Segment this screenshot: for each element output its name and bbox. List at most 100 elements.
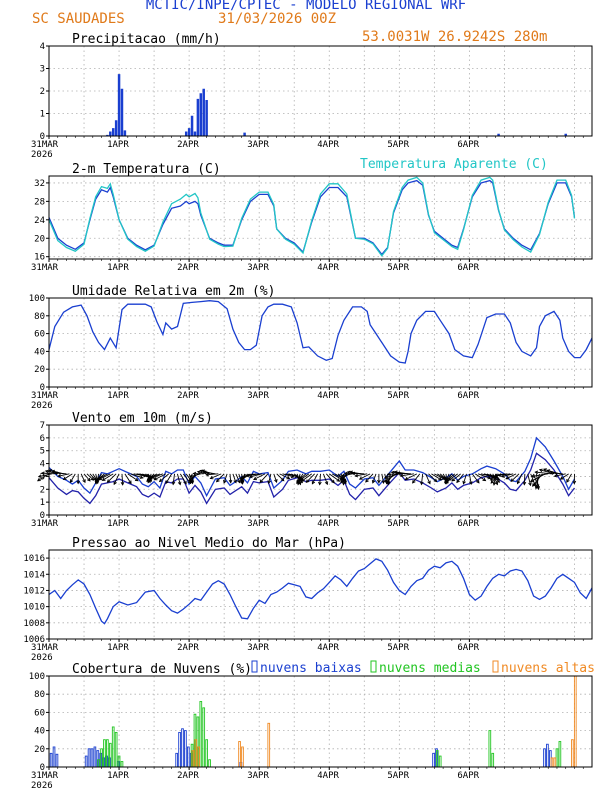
clouds-ytick-label: 60 [34, 708, 45, 718]
wind-vector [372, 473, 377, 484]
wind-vector [448, 473, 458, 481]
wind-arrowhead [113, 481, 117, 486]
wind-arrowhead [559, 476, 564, 480]
wind-vector [298, 473, 310, 482]
wind-arrowhead [419, 481, 424, 486]
station-coordinates: 53.0031W 26.9242S 280m [362, 29, 548, 45]
wind-vector [535, 473, 540, 489]
wind-vector [505, 473, 517, 480]
wind-arrowhead [237, 479, 241, 484]
clouds-bar-nuvens-medias [111, 726, 115, 768]
wind-arrowhead [240, 475, 244, 480]
wind-arrowhead [245, 473, 250, 478]
wind-arrowhead [192, 471, 197, 476]
wind-ytick-label: 3 [40, 472, 45, 482]
wind-vector [523, 473, 526, 485]
temp-frame [48, 175, 593, 260]
wind-arrowhead [40, 471, 45, 476]
wind-arrowhead [538, 468, 543, 473]
clouds-xtick-label: 31MAR [31, 771, 59, 781]
wind-vector [38, 473, 53, 478]
clouds-xtick-label: 2APR [177, 771, 199, 781]
wind-arrowhead [542, 468, 547, 472]
clouds-bar-nuvens-baixas [187, 746, 190, 768]
wind-vector [96, 473, 108, 481]
wind-arrowhead [336, 478, 341, 482]
precip-xtick-label: 31MAR [31, 140, 59, 150]
clouds-xtick-label: 4APR [317, 771, 339, 781]
clouds-bar-nuvens-altas [573, 675, 577, 768]
wind-vector [400, 473, 414, 477]
precip-ytick-label: 2 [40, 87, 45, 97]
wind-arrowhead [259, 479, 264, 484]
wind-arrowhead [44, 469, 49, 474]
wind-vector [89, 473, 97, 481]
wind-vector [566, 473, 572, 483]
wind-arrowhead [534, 485, 539, 490]
wind-vector [165, 473, 173, 484]
temp-xtick-label: 3APR [247, 263, 269, 273]
wind-xtick-label: 1APR [107, 519, 129, 529]
wind-vector [58, 473, 70, 477]
wind-vector [456, 473, 464, 483]
wind-vector [127, 473, 139, 482]
wind-arrowhead [412, 479, 416, 484]
precip-bar [202, 88, 205, 136]
wind-arrowhead [343, 471, 348, 476]
wind-vector [550, 472, 563, 475]
clouds-bar-nuvens-baixas [52, 746, 56, 768]
precip-bar [187, 128, 191, 136]
wind-arrowhead [340, 479, 344, 484]
clouds-bar-nuvens-medias [438, 755, 442, 768]
wind-arrowhead [529, 478, 534, 483]
clouds-bar-nuvens-baixas [49, 752, 53, 768]
rh-xtick-label: 4APR [317, 391, 339, 401]
wind-vector [210, 473, 222, 479]
wind-arrowhead [215, 478, 220, 483]
clouds-bar-nuvens-baixas [55, 753, 59, 768]
temp-xtick-label: 5APR [387, 263, 409, 273]
wind-arrowhead [500, 474, 505, 478]
wind-vector [425, 473, 431, 484]
wind-vector [451, 473, 461, 482]
wind-arrowhead [377, 479, 381, 484]
wind-arrowhead [158, 478, 163, 483]
rh-line-0 [48, 300, 593, 364]
wind-xtick-label: 31MAR [31, 519, 59, 529]
wind-vector [177, 473, 181, 485]
wind-arrowhead [381, 480, 385, 484]
temp-ytick-label: 24 [34, 216, 45, 226]
station-name: SC SAUDADES [32, 11, 125, 27]
wind-vector [151, 473, 164, 479]
wind-vector [268, 473, 272, 484]
clouds-legend-swatch [492, 660, 499, 673]
wind-vector [223, 473, 228, 484]
wind-vector [83, 473, 91, 482]
wind-title: Vento em 10m (m/s) [72, 411, 213, 426]
wind-arrowhead [196, 470, 201, 474]
wind-arrowhead [497, 473, 502, 477]
wind-arrowhead [298, 477, 302, 482]
wind-arrowhead [147, 476, 151, 480]
wind-vector [159, 473, 169, 482]
wind-arrowhead [94, 478, 99, 483]
precip-bar [106, 134, 109, 136]
wind-vector [69, 473, 76, 483]
wind-arrowhead [487, 475, 492, 480]
clouds-ytick-label: 20 [34, 745, 45, 755]
wind-arrowhead [448, 477, 452, 481]
precip-bar [193, 131, 197, 136]
wind-arrowhead [248, 474, 253, 479]
slp-title: Pressao ao Nivel Medio do Mar (hPa) [72, 536, 346, 551]
wind-arrowhead [188, 477, 193, 482]
clouds-bar-nuvens-medias [558, 741, 562, 768]
wind-arrowhead [444, 479, 448, 484]
wind-vector [405, 473, 418, 481]
wind-arrowhead [462, 480, 466, 485]
wind-arrowhead [120, 481, 125, 486]
slp-xtick-label: 2026 [31, 653, 53, 663]
precip-bar [199, 93, 203, 136]
clouds-legend-swatch [251, 660, 258, 673]
slp-ytick-label: 1016 [23, 554, 45, 564]
wind-ytick-label: 6 [40, 434, 45, 444]
